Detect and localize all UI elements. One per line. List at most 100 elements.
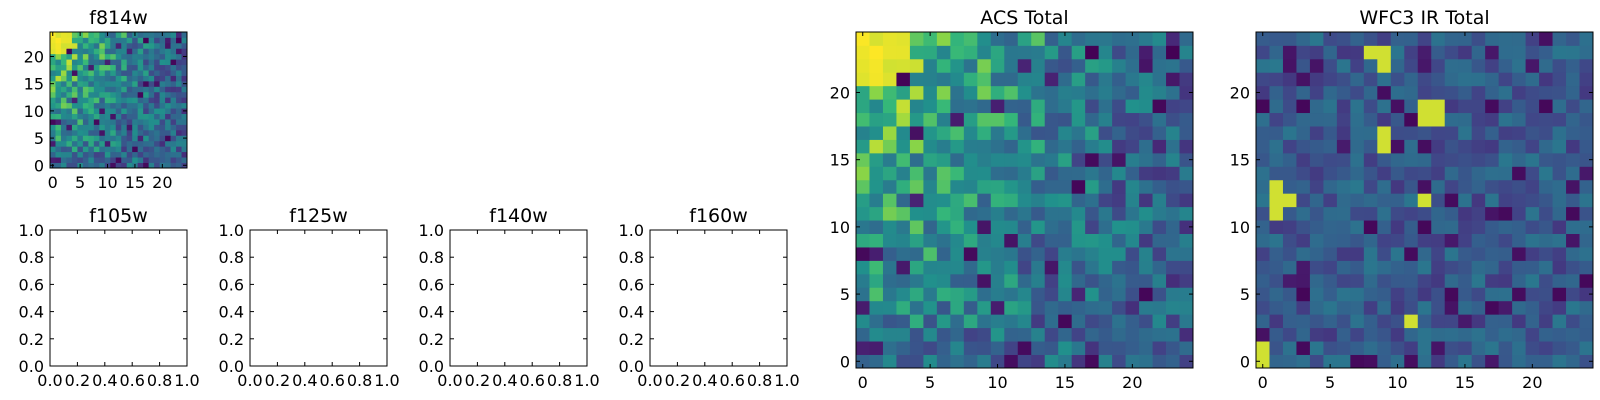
heatmap-cell [1058,58,1073,73]
heatmap-cell [909,45,924,60]
heatmap-cell [882,220,897,234]
y-tick-label: 0 [34,156,44,175]
heatmap-cell [159,70,166,76]
heatmap-cell [93,146,100,153]
heatmap-cell [1512,152,1526,167]
y-tick-label: 0.8 [419,248,444,267]
heatmap-cell [110,32,117,38]
heatmap-cell [856,99,870,114]
heatmap-cell [1269,354,1284,369]
heatmap-cell [896,32,911,46]
heatmap-cell [1390,233,1405,248]
heatmap-cell [1377,260,1392,275]
heatmap-cell [1390,139,1405,154]
heatmap-cell [176,37,182,44]
heatmap-cell [50,157,56,163]
heatmap-cell [977,58,992,73]
heatmap-cell [1512,85,1526,100]
heatmap-cell [1350,166,1365,181]
y-tick-label: 0.4 [619,303,644,322]
heatmap-cell [154,162,160,169]
heatmap-cell [869,300,884,315]
heatmap-cell [1071,139,1086,154]
heatmap-cell [60,146,67,153]
heatmap-cell [82,97,89,104]
heatmap-cell [1031,233,1046,248]
heatmap-cell [1377,139,1392,154]
heatmap-cell [1004,58,1019,73]
heatmap-cell [1179,58,1194,73]
heatmap-cell [1296,179,1311,194]
heatmap-cell [1444,139,1459,154]
heatmap-cell [1377,112,1392,127]
y-tick-label: 0.8 [619,248,644,267]
heatmap-cell [1512,220,1526,234]
heatmap-cell [1377,99,1392,114]
heatmap-cell [923,273,938,288]
heatmap-cell [1125,139,1140,154]
heatmap-cell [104,91,111,98]
heatmap-cell [132,108,139,114]
heatmap-cell [909,72,924,87]
heatmap-cell [1458,220,1473,234]
heatmap-cell [963,220,978,234]
heatmap-cell [1098,166,1113,181]
heatmap-cell [66,91,73,98]
heatmap-cell [896,166,911,181]
heatmap-cell [1566,341,1580,355]
heatmap-cell [148,135,155,142]
heatmap-cell [121,80,128,87]
heatmap-cell [181,151,188,158]
heatmap-cell [1552,126,1567,140]
heatmap-cell [165,91,171,98]
heatmap-cell [869,233,884,248]
heatmap-cell [159,108,166,114]
y-tick-label: 5 [1240,285,1250,304]
heatmap-cell [882,247,897,261]
heatmap-cell [71,86,78,93]
heatmap-cell [1539,126,1553,140]
heatmap-cell [1458,126,1473,140]
heatmap-cell [148,32,155,38]
heatmap-cell [977,32,992,46]
heatmap-cell [1256,193,1270,208]
heatmap-cell [990,179,1005,194]
heatmap-cell [963,166,978,181]
heatmap-cell [1256,72,1270,87]
heatmap-cell [1525,314,1540,329]
heatmap-cell [71,162,78,169]
y-tick-label: 0 [1240,352,1250,371]
heatmap-cell [1269,99,1284,114]
heatmap-cell [1579,152,1594,167]
heatmap-cell [1004,206,1019,221]
heatmap-cell [1296,273,1311,288]
heatmap-cell [1498,300,1513,315]
heatmap-cell [93,97,100,104]
heatmap-cell [60,75,67,82]
heatmap-cell [1512,193,1526,208]
heatmap-cell [104,53,111,60]
heatmap-cell [1085,152,1100,167]
heatmap-cell [869,247,884,261]
heatmap-cell [1498,58,1513,73]
heatmap-cell [977,354,992,369]
heatmap-cell [154,157,160,163]
heatmap-cell [1112,99,1126,114]
heatmap-cell [1152,273,1167,288]
heatmap-cell [143,108,150,114]
heatmap-cell [176,129,182,136]
heatmap-cell [1004,179,1019,194]
heatmap-cell [882,300,897,315]
heatmap-cell [1309,327,1324,342]
heatmap-cell [1031,85,1046,100]
heatmap-cell [154,146,160,153]
heatmap-cell [132,151,139,158]
heatmap-cell [1179,32,1194,46]
heatmap-cell [936,152,951,167]
heatmap-cell [1498,139,1513,154]
heatmap-cell [126,157,133,163]
heatmap-cell [1071,233,1086,248]
heatmap-cell [104,119,111,125]
heatmap-cell [1431,72,1446,87]
heatmap-cell [950,58,965,73]
